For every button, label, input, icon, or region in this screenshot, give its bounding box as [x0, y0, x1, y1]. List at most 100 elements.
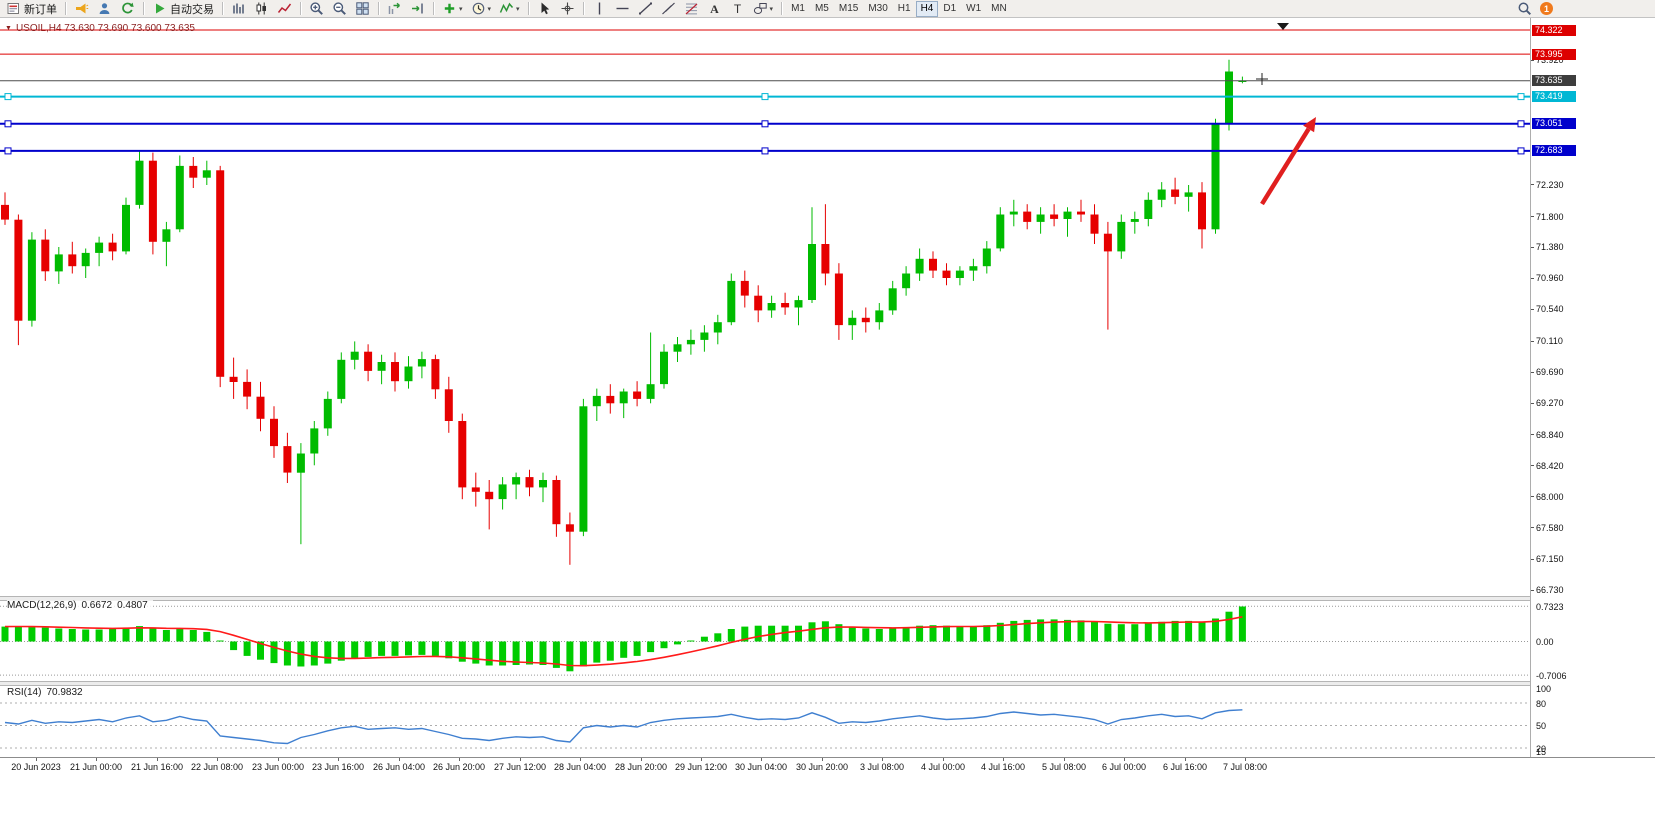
price-axis-tick: [1531, 527, 1534, 528]
price-scale-label: 69.270: [1536, 398, 1564, 408]
price-axis-tick: [1531, 465, 1534, 466]
candlestick-chart[interactable]: [0, 18, 1530, 596]
level-line-73419-handle[interactable]: [4, 93, 12, 101]
candles-icon: [254, 1, 269, 16]
label-button[interactable]: T: [727, 0, 748, 18]
zoom-out-button[interactable]: [329, 0, 350, 18]
time-label: 23 Jun 16:00: [311, 762, 365, 772]
toolbar-separator: [781, 2, 783, 15]
notification-badge[interactable]: 1: [1537, 0, 1556, 18]
level-line-73051-handle[interactable]: [4, 120, 12, 128]
trendline-button[interactable]: [635, 0, 656, 18]
text-button[interactable]: A: [704, 0, 725, 18]
rsi-scale-label: 20: [1536, 744, 1547, 754]
level-line-73419-handle[interactable]: [1517, 93, 1525, 101]
indicators-button[interactable]: ▾: [496, 0, 523, 18]
price-scale-label: 70.540: [1536, 304, 1564, 314]
crosshair-button[interactable]: [557, 0, 578, 18]
price-axis-tick: [1531, 60, 1534, 61]
periods-button[interactable]: ▾: [468, 0, 495, 18]
level-line-72683-handle[interactable]: [4, 147, 12, 155]
time-axis-tick: [217, 758, 218, 761]
text-a-icon: A: [707, 1, 722, 16]
time-axis-tick: [943, 758, 944, 761]
macd-scale-label: 0.00: [1536, 637, 1554, 647]
level-line-73051-handle[interactable]: [761, 120, 769, 128]
vertical-line-button[interactable]: [589, 0, 610, 18]
price-scale-label: 68.840: [1536, 430, 1564, 440]
zoom-in-button[interactable]: [306, 0, 327, 18]
rsi-panel-splitter[interactable]: [0, 681, 1655, 686]
auto-scroll-button[interactable]: [384, 0, 405, 18]
price-axis-tick: [1531, 403, 1534, 404]
annotation-arrow-head[interactable]: [1303, 117, 1316, 133]
tf-w1[interactable]: W1: [961, 1, 986, 17]
fibonacci-button[interactable]: [681, 0, 702, 18]
time-label: 21 Jun 00:00: [69, 762, 123, 772]
tf-m15[interactable]: M15: [834, 1, 863, 17]
line-chart-button[interactable]: [274, 0, 295, 18]
time-label: 3 Jul 08:00: [859, 762, 905, 772]
shapes-button[interactable]: ▾: [750, 0, 777, 18]
new-order-button[interactable]: 新订单: [3, 0, 60, 18]
tile-windows-button[interactable]: [352, 0, 373, 18]
price-line-label-red: 73.995: [1532, 49, 1576, 60]
announcements-button[interactable]: [71, 0, 92, 18]
clock-icon: [471, 1, 486, 16]
price-scale-label: 68.000: [1536, 492, 1564, 502]
auto-trading-button[interactable]: 自动交易: [149, 0, 217, 18]
price-line-label-cyan: 73.419: [1532, 91, 1576, 102]
time-label: 26 Jun 20:00: [432, 762, 486, 772]
search-button[interactable]: [1514, 0, 1535, 18]
price-scale-label: 70.110: [1536, 336, 1563, 346]
horizontal-line-button[interactable]: [612, 0, 633, 18]
tf-h4[interactable]: H4: [915, 0, 939, 17]
scroll-to-end-marker-icon[interactable]: [1277, 23, 1289, 30]
toolbar-separator: [222, 2, 223, 15]
level-line-72683-handle[interactable]: [761, 147, 769, 155]
level-line-73051-handle[interactable]: [1517, 120, 1525, 128]
price-axis-tick: [1531, 278, 1534, 279]
new-chart-button[interactable]: ▾: [439, 0, 466, 18]
tf-mn[interactable]: MN: [986, 1, 1012, 17]
play-icon: [152, 1, 167, 16]
time-axis-tick: [338, 758, 339, 761]
price-scale-label: 73.920: [1536, 55, 1564, 65]
toolbar-separator: [378, 2, 379, 15]
macd-panel-splitter[interactable]: [0, 596, 1655, 601]
tile-icon: [355, 1, 370, 16]
time-label: 30 Jun 04:00: [734, 762, 788, 772]
macd-indicator-chart[interactable]: [0, 601, 1530, 681]
time-label: 6 Jul 16:00: [1162, 762, 1208, 772]
channel-button[interactable]: [658, 0, 679, 18]
bar-chart-button[interactable]: [228, 0, 249, 18]
collapse-triangle-icon[interactable]: ▼: [5, 25, 12, 32]
tf-m1[interactable]: M1: [786, 1, 810, 17]
refresh-button[interactable]: [117, 0, 138, 18]
level-line-72683-handle[interactable]: [1517, 147, 1525, 155]
zoom-in-icon: [309, 1, 324, 16]
annotation-arrow[interactable]: [1260, 127, 1311, 206]
cursor-button[interactable]: [534, 0, 555, 18]
profile-icon: [97, 1, 112, 16]
tf-m30[interactable]: M30: [863, 1, 892, 17]
rsi-indicator-chart[interactable]: [0, 686, 1530, 757]
macd-scale-label: 0.7323: [1536, 602, 1564, 612]
magnifier-icon: [1517, 1, 1532, 16]
hline-icon: [615, 1, 630, 16]
tf-d1[interactable]: D1: [938, 1, 961, 17]
candlestick-chart-button[interactable]: [251, 0, 272, 18]
accounts-button[interactable]: [94, 0, 115, 18]
rsi-scale-label: 50: [1536, 721, 1547, 731]
crosshair-icon: [560, 1, 575, 16]
rsi-scale-label: 80: [1536, 699, 1547, 709]
chart-shift-button[interactable]: [407, 0, 428, 18]
symbol-ohlc-text: USOIL,H4 73.630 73.690 73.600 73.635: [15, 23, 195, 34]
price-axis-tick: [1531, 590, 1534, 591]
tf-h1[interactable]: H1: [893, 1, 916, 17]
tf-m5[interactable]: M5: [810, 1, 834, 17]
macd-signal-line: [4, 616, 1243, 667]
level-line-73419-handle[interactable]: [761, 93, 769, 101]
price-axis-tick: [1531, 247, 1534, 248]
price-axis-tick: [1531, 496, 1534, 497]
